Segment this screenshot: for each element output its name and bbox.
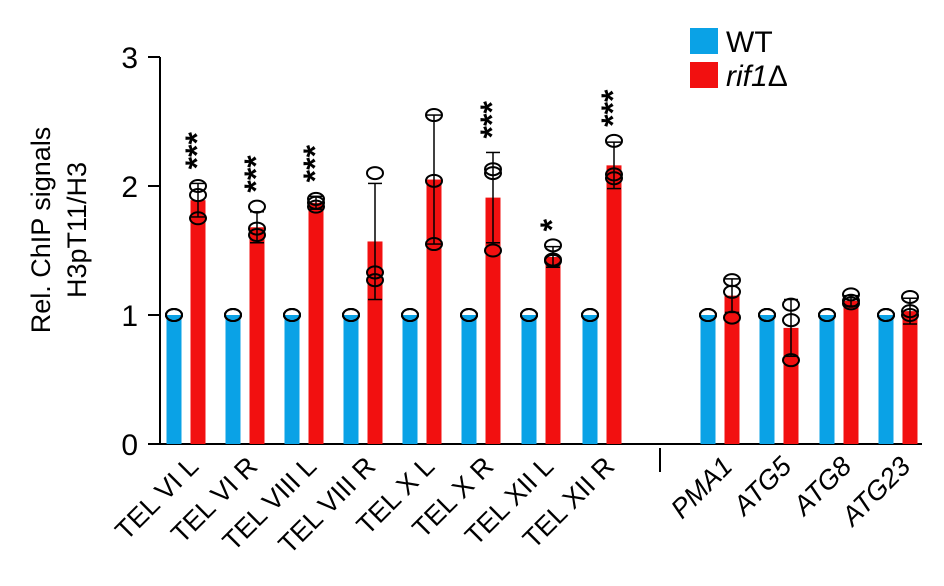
- bar-rif1: [902, 311, 918, 444]
- point-wt: [877, 308, 895, 322]
- point-rif1: [189, 211, 207, 226]
- significance-mark: ***: [179, 132, 215, 170]
- point-wt: [758, 308, 776, 322]
- bar-wt: [521, 315, 537, 444]
- point-rif1: [425, 237, 443, 252]
- y-tick-label: 0: [121, 429, 138, 462]
- bar-rif1: [367, 241, 383, 444]
- point-wt: [460, 308, 478, 322]
- x-tick-label: PMA1: [665, 451, 738, 524]
- point-rif1: [842, 296, 860, 311]
- point-rif1: [189, 179, 207, 193]
- point-rif1: [723, 284, 741, 299]
- point-wt: [581, 308, 599, 322]
- point-rif1: [901, 304, 919, 319]
- point-rif1: [366, 166, 384, 181]
- point-rif1: [901, 308, 919, 322]
- bar-wt: [582, 315, 598, 444]
- point-rif1: [248, 221, 266, 236]
- point-rif1: [605, 171, 623, 186]
- point-wt: [818, 308, 836, 322]
- point-rif1: [425, 173, 443, 188]
- significance-mark: ***: [595, 89, 631, 127]
- point-rif1: [189, 188, 207, 203]
- point-rif1: [544, 253, 562, 268]
- y-axis: 0 1 2 3: [121, 42, 161, 462]
- point-rif1: [366, 265, 384, 280]
- point-wt: [165, 308, 183, 322]
- point-rif1: [544, 238, 562, 253]
- point-rif1: [484, 243, 502, 258]
- y-axis-label-line1: Rel. ChIP signals: [26, 127, 56, 334]
- point-rif1: [248, 228, 266, 243]
- bars: [166, 165, 918, 445]
- point-wt: [283, 308, 301, 322]
- legend-label-rif1: rif1Δ: [726, 60, 788, 93]
- legend: WT rif1Δ: [690, 26, 788, 93]
- legend-label-wt: WT: [726, 26, 773, 59]
- bar-wt: [284, 315, 300, 444]
- legend-swatch-wt: [690, 28, 718, 54]
- y-axis-label-line2: H3pT11/H3: [62, 162, 92, 298]
- point-rif1: [248, 199, 266, 214]
- point-rif1: [605, 133, 623, 148]
- point-rif1: [484, 166, 502, 181]
- significance-marks: ****** **********: [179, 89, 631, 231]
- data-points: [165, 108, 919, 368]
- bar-rif1: [545, 256, 561, 444]
- point-rif1: [366, 273, 384, 288]
- point-rif1: [425, 108, 443, 123]
- legend-swatch-rif1: [690, 62, 718, 88]
- point-rif1: [307, 191, 325, 206]
- y-tick-label: 1: [121, 300, 138, 333]
- significance-mark: ***: [238, 155, 274, 193]
- point-wt: [224, 308, 242, 322]
- bar-wt: [700, 315, 716, 444]
- point-rif1: [842, 287, 860, 302]
- point-rif1: [307, 195, 325, 210]
- point-rif1: [723, 310, 741, 325]
- bar-rif1: [843, 300, 859, 444]
- significance-mark: ***: [297, 144, 333, 182]
- bar-rif1: [308, 202, 324, 444]
- point-wt: [342, 308, 360, 322]
- bar-rif1: [606, 165, 622, 445]
- y-tick-label: 2: [121, 171, 138, 204]
- bar-wt: [343, 315, 359, 444]
- bar-rif1: [190, 200, 206, 444]
- point-wt: [699, 308, 717, 322]
- bar-wt: [759, 315, 775, 444]
- bar-wt: [166, 315, 182, 444]
- legend-label-rif1-italic: rif1: [726, 60, 768, 93]
- point-wt: [401, 308, 419, 322]
- legend-label-rif1-suffix: Δ: [768, 60, 788, 93]
- bar-rif1: [426, 179, 442, 445]
- point-wt: [520, 308, 538, 322]
- bar-wt: [461, 315, 477, 444]
- bar-wt: [819, 315, 835, 444]
- bar-wt: [878, 315, 894, 444]
- point-rif1: [782, 297, 800, 312]
- point-rif1: [484, 162, 502, 177]
- bar-rif1: [249, 227, 265, 444]
- significance-mark: ***: [474, 101, 510, 139]
- bar-wt: [402, 315, 418, 444]
- bar-rif1: [485, 197, 501, 444]
- significance-mark: *: [534, 218, 570, 231]
- point-rif1: [901, 289, 919, 304]
- point-rif1: [605, 167, 623, 182]
- point-rif1: [782, 353, 800, 368]
- point-rif1: [307, 199, 325, 214]
- bar-rif1: [724, 295, 740, 444]
- point-rif1: [782, 313, 800, 328]
- y-tick-label: 3: [121, 42, 138, 75]
- x-tick-label: ATG5: [726, 450, 798, 522]
- bar-wt: [225, 315, 241, 444]
